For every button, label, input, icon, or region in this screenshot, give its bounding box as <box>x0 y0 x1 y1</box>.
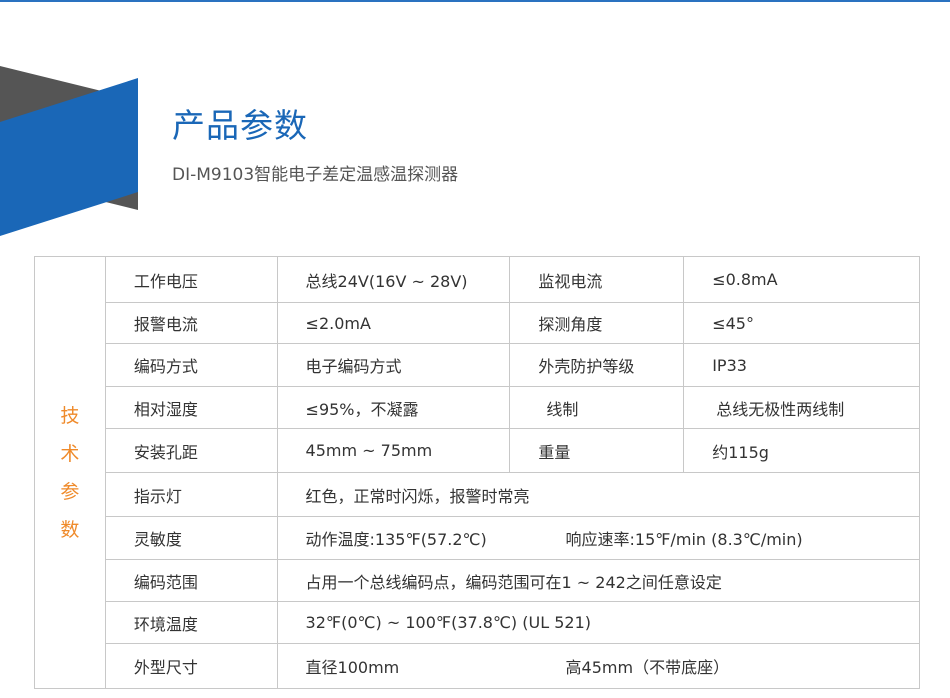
spec-value: ≤45° <box>683 302 920 344</box>
spec-value: 约115g <box>683 428 920 473</box>
side-label-char: 术 <box>60 442 80 465</box>
page-title: 产品参数 <box>172 106 308 145</box>
spec-value: 45mm ~ 75mm <box>276 428 511 473</box>
banner-decoration <box>0 66 138 236</box>
spec-row: 安装孔距 45mm ~ 75mm 重量 约115g <box>35 428 920 473</box>
spec-label: 监视电流 <box>509 256 685 303</box>
spec-label: 外壳防护等级 <box>509 343 685 387</box>
spec-row: 相对湿度 ≤95%，不凝露 线制 总线无极性两线制 <box>35 386 920 429</box>
spec-label: 灵敏度 <box>104 516 278 560</box>
spec-label: 重量 <box>509 428 685 473</box>
spec-row: 编码方式 电子编码方式 外壳防护等级 IP33 <box>35 343 920 387</box>
side-label: 技术参数 <box>34 256 106 689</box>
spec-value-a: 32℉(0℃) ~ 100℉(37.8℃) (UL 521) <box>305 613 591 632</box>
spec-label: 环境温度 <box>104 601 278 644</box>
spec-value-a: 动作温度:135℉(57.2℃) <box>305 530 487 549</box>
spec-value: 总线无极性两线制 <box>683 386 920 429</box>
spec-row: 灵敏度 动作温度:135℉(57.2℃) 响应速率:15℉/min (8.3℃/mi… <box>35 516 921 560</box>
spec-label: 外型尺寸 <box>104 643 278 689</box>
spec-label: 相对湿度 <box>104 386 278 429</box>
spec-row: 编码范围 占用一个总线编码点，编码范围可在1 ~ 242之间任意设定 <box>35 559 921 602</box>
spec-value: 动作温度:135℉(57.2℃) 响应速率:15℉/min (8.3℃/min) <box>276 516 921 560</box>
spec-row: 报警电流 ≤2.0mA 探测角度 ≤45° <box>35 302 920 344</box>
spec-value: 红色，正常时闪烁，报警时常亮 <box>276 472 921 517</box>
spec-row: 技术参数工作电压 总线24V(16V ~ 28V) 监视电流 ≤0.8mA <box>34 256 920 689</box>
side-label-char: 技 <box>60 404 80 427</box>
spec-row: 环境温度 32℉(0℃) ~ 100℉(37.8℃) (UL 521) <box>35 601 921 644</box>
spec-label: 线制 <box>509 386 685 429</box>
spec-value: 直径100mm 高45mm（不带底座） <box>276 643 921 689</box>
spec-value: 电子编码方式 <box>276 343 511 387</box>
product-subtitle: DI-M9103智能电子差定温感温探测器 <box>172 165 459 185</box>
spec-label: 报警电流 <box>104 302 278 344</box>
spec-row: 外型尺寸 直径100mm 高45mm（不带底座） <box>35 643 921 689</box>
spec-value: ≤95%，不凝露 <box>276 386 511 429</box>
side-label-char: 数 <box>60 518 80 541</box>
spec-value-a: 红色，正常时闪烁，报警时常亮 <box>305 486 530 506</box>
spec-value: ≤0.8mA <box>683 256 920 303</box>
spec-table: 技术参数工作电压 总线24V(16V ~ 28V) 监视电流 ≤0.8mA 报警电流 ≤2… <box>34 256 921 689</box>
top-border <box>0 0 950 2</box>
spec-value: 占用一个总线编码点，编码范围可在1 ~ 242之间任意设定 <box>276 559 921 602</box>
spec-label: 工作电压 <box>104 256 278 303</box>
spec-value-b: 响应速率:15℉/min (8.3℃/min) <box>565 530 803 549</box>
spec-row: 指示灯 红色，正常时闪烁，报警时常亮 <box>35 472 921 517</box>
spec-value-b: 高45mm（不带底座） <box>565 658 730 677</box>
spec-label: 指示灯 <box>104 472 278 517</box>
spec-label: 探测角度 <box>509 302 685 344</box>
spec-value: IP33 <box>683 343 920 387</box>
spec-value: 总线24V(16V ~ 28V) <box>276 256 511 303</box>
spec-value-a: 占用一个总线编码点，编码范围可在1 ~ 242之间任意设定 <box>305 572 722 592</box>
spec-value: ≤2.0mA <box>276 302 511 344</box>
spec-value: 32℉(0℃) ~ 100℉(37.8℃) (UL 521) <box>276 601 921 644</box>
spec-label: 编码范围 <box>104 559 278 602</box>
spec-value-a: 直径100mm <box>305 658 400 677</box>
spec-label: 安装孔距 <box>104 428 278 473</box>
spec-label: 编码方式 <box>104 343 278 387</box>
side-label-char: 参 <box>60 480 80 503</box>
